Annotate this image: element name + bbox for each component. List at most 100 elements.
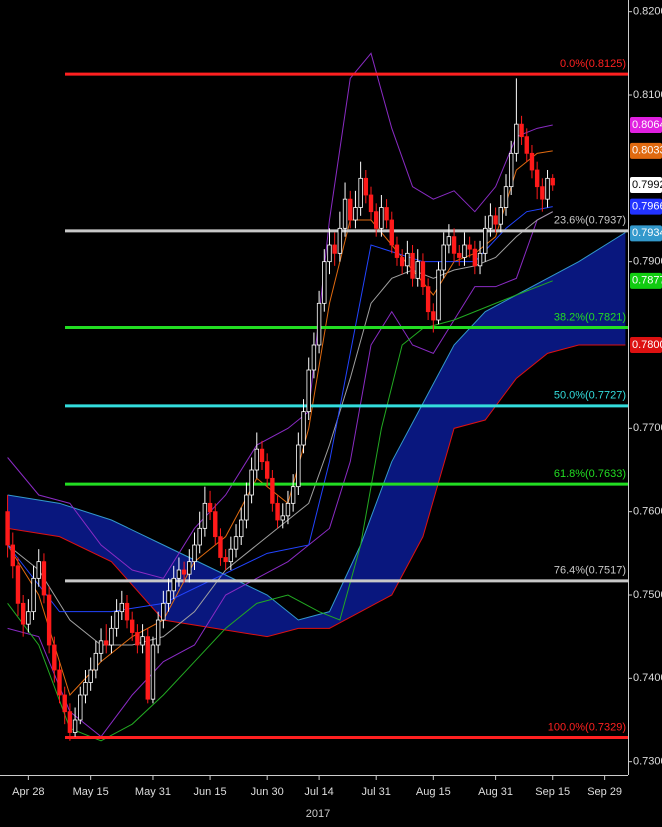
candle-body	[348, 198, 353, 221]
candle-body	[57, 669, 62, 696]
candle-body	[540, 186, 545, 200]
x-tick-label: Jul 31	[362, 786, 391, 798]
candle-body	[218, 536, 223, 558]
candle-body	[192, 544, 197, 563]
candle-body	[550, 177, 555, 186]
fib-label: 38.2%(0.7821)	[554, 311, 626, 323]
candle-body	[389, 219, 394, 246]
axis-panel	[628, 0, 662, 827]
x-tick-label: Aug 31	[478, 786, 513, 798]
price-tag-label: 0.8064	[632, 119, 662, 131]
candle-body	[519, 123, 524, 138]
candle-body	[5, 511, 10, 546]
candle-body	[10, 544, 15, 567]
candle-body	[187, 561, 192, 575]
candle-body	[202, 502, 208, 529]
candle-body	[420, 261, 426, 288]
candle-body	[467, 244, 472, 250]
candle-body	[514, 123, 519, 154]
candle-body	[290, 486, 296, 504]
candle-body	[36, 561, 41, 579]
candle-body	[88, 669, 93, 683]
candle-body	[524, 136, 529, 154]
candle-body	[67, 711, 73, 733]
candle-body	[301, 411, 306, 446]
price-tag-label: 0.7934	[632, 227, 662, 239]
candle-body	[332, 244, 337, 254]
x-tick-label: Apr 28	[12, 786, 44, 798]
fib-label: 23.6%(0.7937)	[554, 215, 626, 227]
candle-body	[322, 261, 327, 304]
price-tag	[630, 142, 662, 159]
price-tag	[630, 225, 662, 242]
candle-body	[415, 261, 420, 279]
candle-body	[239, 519, 244, 538]
price-tag-label: 0.8033	[632, 145, 662, 157]
candle-body	[399, 257, 405, 267]
candle-body	[441, 244, 446, 271]
candle-body	[244, 494, 249, 521]
candle-body	[488, 215, 493, 229]
candle-body	[280, 515, 285, 521]
candle-body	[176, 569, 182, 579]
price-tag	[630, 272, 662, 289]
x-tick-label: Jul 14	[304, 786, 333, 798]
candle-body	[83, 682, 88, 696]
candle-body	[41, 561, 47, 596]
candle-body	[181, 569, 187, 575]
candle-body	[425, 286, 431, 313]
x-axis-label: 2017	[306, 808, 330, 820]
candle-body	[171, 577, 176, 592]
candle-body	[233, 536, 239, 550]
candle-body	[296, 444, 301, 488]
candle-body	[104, 640, 109, 646]
x-tick-label: May 31	[135, 786, 171, 798]
candle-body	[457, 252, 462, 258]
candle-body	[477, 252, 483, 267]
x-tick-label: Sep 15	[535, 786, 570, 798]
candle-body	[483, 227, 488, 254]
candle-body	[98, 640, 104, 654]
fib-label: 50.0%(0.7727)	[554, 390, 626, 402]
candle-body	[109, 627, 114, 646]
candle-body	[124, 602, 130, 621]
candle-body	[150, 644, 156, 700]
candle-body	[161, 602, 166, 621]
candle-body	[316, 302, 322, 346]
candle-body	[493, 215, 498, 225]
candle-body	[155, 619, 161, 646]
x-tick-label: May 15	[73, 786, 109, 798]
candle-body	[270, 477, 275, 504]
candle-body	[368, 194, 374, 213]
cloud	[7, 232, 626, 637]
price-tag-label: 0.7877	[632, 275, 662, 287]
candle-body	[342, 198, 348, 229]
price-tag	[630, 177, 662, 193]
candle-body	[462, 244, 467, 258]
candle-body	[26, 611, 31, 625]
candle-body	[275, 502, 280, 521]
candle-body	[436, 269, 441, 321]
candle-body	[545, 177, 550, 200]
price-tag-label: 0.7992	[632, 179, 662, 191]
candle-body	[259, 448, 265, 463]
cloud-span-b	[7, 344, 626, 638]
indicator-line	[7, 150, 553, 696]
candle-body	[213, 511, 218, 538]
candle-body	[72, 719, 78, 733]
candle-body	[223, 557, 228, 563]
candle-body	[264, 461, 270, 479]
candle-body	[337, 227, 343, 254]
candle-body	[20, 602, 26, 625]
candle-body	[410, 252, 415, 279]
price-tag-label: 0.7966	[632, 201, 662, 213]
candle-body	[508, 152, 514, 188]
